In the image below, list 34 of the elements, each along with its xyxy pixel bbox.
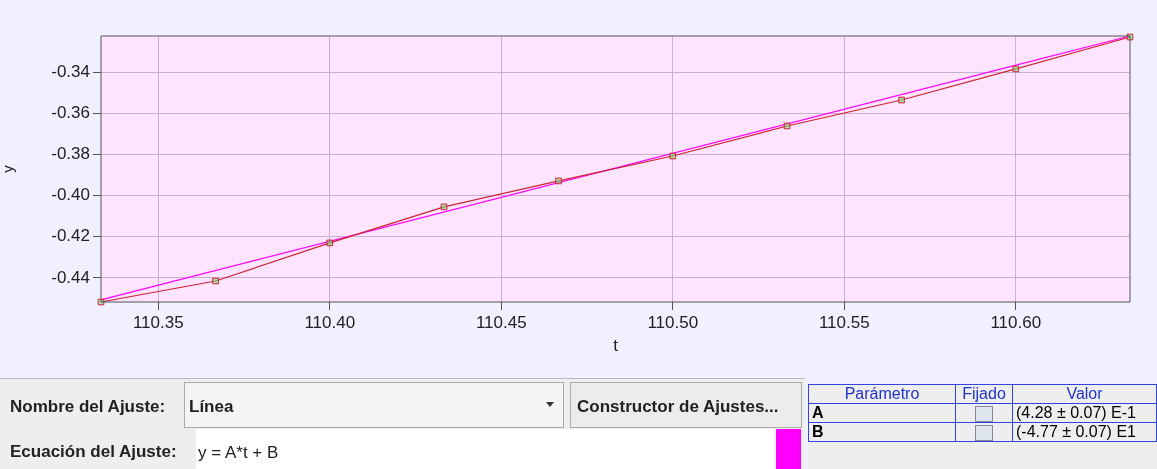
text: Nombre del Ajuste: — [10, 397, 166, 417]
point — [669, 152, 677, 160]
y-tick-label: -0.44 — [51, 267, 90, 287]
x-tick-label: 110.35 — [132, 312, 184, 332]
y-tick-label: -0.42 — [51, 226, 90, 246]
point — [1012, 65, 1020, 73]
text: B — [808, 422, 956, 442]
text: Línea — [189, 397, 234, 417]
text: Valor — [1012, 384, 1157, 404]
text: A — [808, 403, 956, 423]
x-axis-title: t — [613, 336, 619, 356]
y-tick-label: -0.40 — [51, 185, 90, 205]
text: (-4.77 ± 0.07) E1 — [1012, 422, 1157, 442]
point — [783, 122, 791, 130]
text: Constructor de Ajustes... — [577, 397, 779, 417]
x-tick-label: 110.40 — [304, 312, 356, 332]
x-tick-label: 110.55 — [818, 312, 870, 332]
x-tick-label: 110.45 — [475, 312, 527, 332]
point — [212, 277, 219, 285]
y-tick-label: -0.34 — [51, 61, 90, 81]
text: Ecuación del Ajuste: — [10, 442, 177, 462]
text: (4.28 ± 0.07) E-1 — [1012, 403, 1157, 423]
text: y = A*t + B — [198, 443, 279, 463]
text: Parámetro — [808, 384, 956, 404]
x-tick-label: 110.50 — [647, 312, 699, 332]
y-axis-title: y — [0, 164, 17, 173]
point — [898, 96, 905, 104]
point — [555, 177, 562, 185]
y-tick-label: -0.36 — [51, 102, 90, 122]
point — [440, 203, 448, 211]
text: Fijado — [955, 384, 1013, 404]
x-tick-label: 110.60 — [990, 312, 1042, 332]
point — [326, 239, 334, 247]
y-tick-label: -0.38 — [51, 144, 90, 164]
